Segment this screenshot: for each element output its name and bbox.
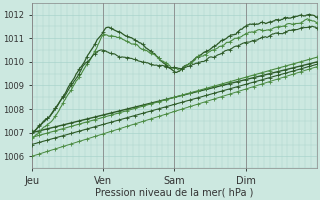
X-axis label: Pression niveau de la mer( hPa ): Pression niveau de la mer( hPa ): [95, 187, 253, 197]
